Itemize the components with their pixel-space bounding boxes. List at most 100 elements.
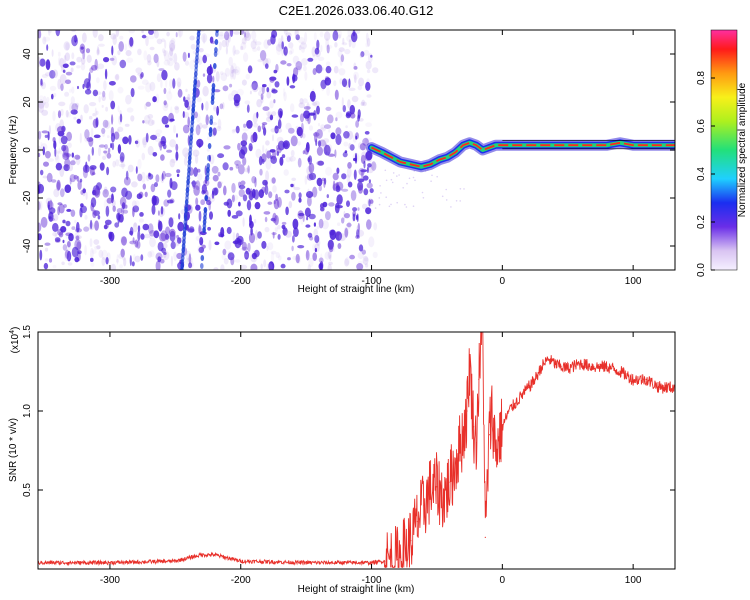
noise-blob (82, 32, 87, 43)
noise-blob (209, 154, 215, 165)
colorbar: 0.0 0.2 0.4 0.6 0.8 Normalized spectral ampl… (696, 29, 748, 277)
noise-blob (119, 196, 127, 207)
noise-blob (341, 97, 344, 108)
noise-blob (195, 154, 199, 164)
noise-blob (149, 235, 152, 239)
noise-blob (360, 169, 368, 173)
noise-blob (372, 251, 378, 259)
noise-blob (356, 263, 364, 270)
noise-blob (48, 30, 53, 33)
snr-point (580, 363, 582, 365)
noise-blob (101, 94, 106, 101)
noise-blob (213, 267, 219, 270)
noise-blob (213, 89, 221, 93)
noise-blob (89, 102, 97, 107)
noise-blob (221, 39, 228, 48)
noise-blob (312, 252, 318, 261)
noise-blob (182, 147, 190, 158)
noise-blob (353, 169, 357, 180)
noise-blob (305, 250, 310, 261)
noise-blob (328, 202, 335, 207)
noise-blob (43, 262, 49, 270)
noise-blob (343, 131, 350, 139)
noise-blob (362, 255, 369, 265)
noise-blob (38, 130, 42, 140)
noise-blob (85, 191, 88, 200)
noise-blob (306, 101, 310, 112)
noise-blob (55, 155, 60, 164)
noise-blob (74, 256, 80, 263)
noise-blob (183, 156, 188, 166)
noise-blob (104, 120, 111, 129)
noise-blob (122, 256, 126, 261)
noise-dot (390, 203, 392, 206)
noise-dot (459, 188, 462, 190)
noise-blob (57, 110, 62, 119)
noise-blob (111, 114, 114, 125)
noise-dot (388, 205, 391, 208)
noise-blob (231, 215, 239, 219)
noise-blob (363, 49, 370, 56)
noise-blob (313, 228, 319, 238)
noise-blob (371, 161, 377, 171)
noise-blob (198, 210, 202, 222)
noise-blob (74, 154, 81, 160)
snr-y-label: SNR (10 * v/v) (8, 418, 19, 482)
snr-point (410, 540, 412, 542)
noise-blob (101, 256, 106, 266)
noise-blob (119, 152, 125, 162)
noise-blob (117, 129, 120, 134)
noise-blob (232, 231, 236, 242)
noise-blob (200, 199, 206, 206)
noise-blob (139, 212, 144, 217)
noise-blob (104, 68, 108, 80)
noise-blob (187, 116, 190, 128)
noise-blob (115, 159, 120, 167)
snr-x-ticks: -300 -200 -100 0 100 (100, 332, 642, 586)
snr-frame (37, 331, 676, 570)
noise-blob (291, 177, 297, 181)
noise-blob (297, 245, 305, 249)
noise-blob (163, 249, 167, 258)
noise-blob (39, 58, 46, 67)
noise-blob (166, 199, 174, 204)
noise-blob (295, 253, 300, 264)
noise-blob (185, 88, 188, 93)
noise-blob (283, 91, 287, 102)
noise-blob (181, 114, 187, 119)
noise-blob (39, 95, 44, 100)
noise-blob (202, 34, 206, 45)
noise-blob (122, 209, 129, 214)
noise-blob (293, 227, 299, 238)
meteor-trace-segment (207, 143, 212, 149)
noise-blob (142, 183, 146, 190)
noise-blob (234, 49, 240, 55)
noise-blob (317, 56, 325, 61)
noise-blob (52, 214, 59, 222)
noise-blob (367, 53, 373, 63)
noise-blob (230, 72, 234, 80)
noise-blob (251, 82, 259, 93)
noise-dot (463, 188, 465, 190)
noise-blob (318, 185, 322, 192)
noise-blob (140, 233, 145, 240)
noise-blob (356, 225, 360, 234)
noise-blob (67, 142, 72, 149)
noise-blob (195, 235, 203, 242)
noise-blob (170, 255, 173, 267)
noise-blob (361, 151, 368, 161)
snr-point (462, 434, 464, 436)
noise-blob (110, 132, 116, 143)
noise-blob (63, 204, 67, 208)
noise-blob (264, 226, 270, 233)
noise-blob (267, 242, 274, 251)
noise-blob (260, 263, 263, 270)
noise-blob (66, 131, 72, 142)
noise-blob (347, 181, 353, 188)
noise-blob (163, 50, 169, 62)
noise-blob (201, 184, 207, 194)
noise-blob (63, 41, 71, 51)
noise-blob (322, 142, 328, 154)
noise-blob (271, 232, 277, 236)
noise-blob (56, 181, 61, 191)
